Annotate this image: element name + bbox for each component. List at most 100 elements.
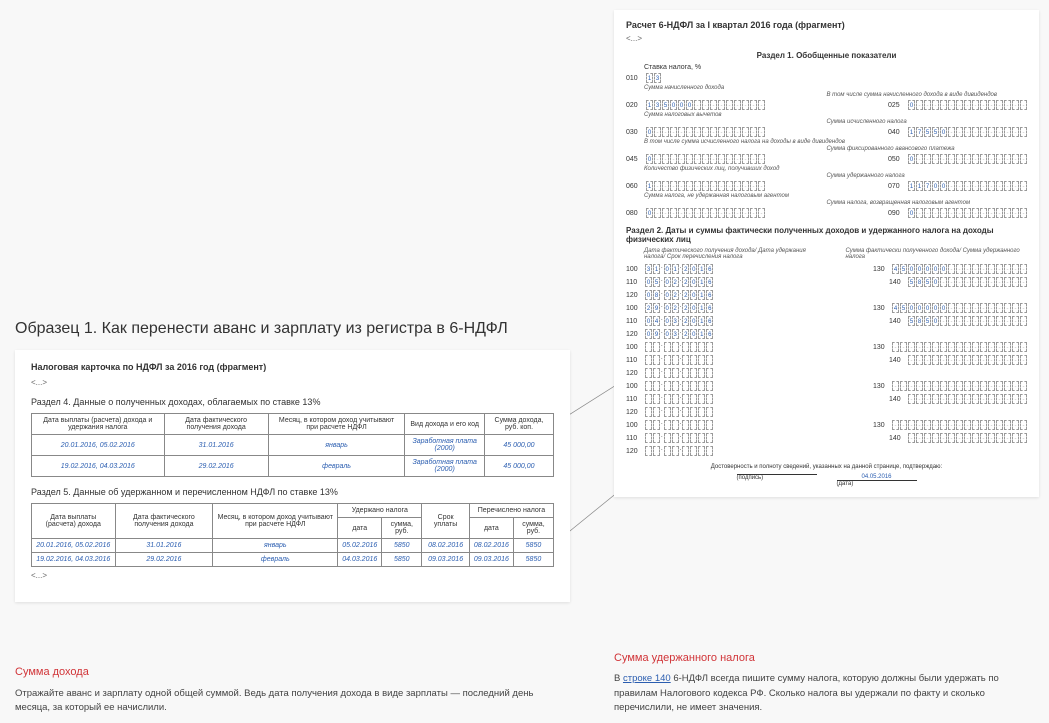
table-header: Срок уплаты (422, 504, 470, 539)
table-header: Дата выплаты (расчета) дохода и удержани… (32, 414, 165, 435)
date-cells: .. (645, 407, 713, 417)
cell-group: --------------- (908, 355, 1027, 365)
date-cells: 29.02.2016 (645, 303, 713, 313)
doc-header: Налоговая карточка по НДФЛ за 2016 год (… (31, 362, 554, 372)
cell-group: 13 (646, 73, 661, 83)
s2-row: 120.. (626, 407, 1027, 417)
s2-head-left: Дата фактического получения дохода/ Дата… (644, 248, 826, 260)
confirm-text: Достоверность и полноту сведений, указан… (626, 464, 1027, 470)
table-header: Перечислено налога (469, 504, 553, 518)
ellipsis: <...> (31, 378, 554, 387)
s2-row: 12009.03.2016 (626, 329, 1027, 339)
cell-group: 1-------------- (646, 181, 765, 191)
table-header: Месяц, в котором доход учитывают при рас… (213, 504, 338, 539)
sign-label-1: (подпись) (737, 475, 817, 481)
form-row-030: 0300--------------04017550---------- (626, 127, 1027, 137)
form-row-080: 0800--------------0900-------------- (626, 208, 1027, 218)
s2-row: 110..140--------------- (626, 433, 1027, 443)
date-cells: 05.02.2016 (645, 277, 713, 287)
s2-row: 100..130----------------- (626, 420, 1027, 430)
date-cells: 09.03.2016 (645, 329, 713, 339)
table-header: Вид дохода и его код (405, 414, 485, 435)
s2-row: 12008.02.2016 (626, 290, 1027, 300)
s2-row: 110..140--------------- (626, 355, 1027, 365)
cell-group: ----------------- (892, 381, 1027, 391)
cell-group: 17550---------- (908, 127, 1027, 137)
s2-row: 100..130----------------- (626, 381, 1027, 391)
date-cells: .. (645, 433, 713, 443)
section5-title: Раздел 5. Данные об удержанном и перечис… (31, 487, 554, 497)
footer-right-text: В строке 140 6-НДФЛ всегда пишите сумму … (614, 672, 1039, 715)
tax-card-box: Налоговая карточка по НДФЛ за 2016 год (… (15, 350, 570, 602)
section4-title: Раздел 4. Данные о полученных доходах, о… (31, 397, 554, 407)
link-line140[interactable]: строке 140 (623, 673, 671, 684)
table-section4: Дата выплаты (расчета) дохода и удержани… (31, 413, 554, 477)
form-section2: Раздел 2. Даты и суммы фактически получе… (626, 226, 1027, 244)
cell-group: 0-------------- (908, 100, 1027, 110)
cell-group: --------------- (908, 433, 1027, 443)
form-row-020: 020135000---------0250-------------- (626, 100, 1027, 110)
cell-group: 0-------------- (908, 208, 1027, 218)
s2-row: 11005.02.20161405850----------- (626, 277, 1027, 287)
cell-group: 5850----------- (908, 316, 1027, 326)
cell-group: 4500000---------- (892, 264, 1027, 274)
footer-left-title: Сумма дохода (15, 664, 570, 681)
table-section5: Дата выплаты (расчета) доходаДата фактич… (31, 503, 554, 567)
table-header: Сумма дохода, руб. коп. (484, 414, 553, 435)
cell-group: ----------------- (892, 420, 1027, 430)
form-row-010: 01013 (626, 73, 1027, 83)
form-row-045: 0450--------------0500-------------- (626, 154, 1027, 164)
cell-group: 135000--------- (646, 100, 765, 110)
date-cells: .. (645, 381, 713, 391)
table-row: 19.02.2016, 04.03.201629.02.2016февральЗ… (32, 456, 554, 477)
footer-right-title: Сумма удержанного налога (614, 650, 1039, 667)
date-cells: 08.02.2016 (645, 290, 713, 300)
cell-group: 5850----------- (908, 277, 1027, 287)
cell-group: --------------- (908, 394, 1027, 404)
ellipsis-bottom: <...> (31, 571, 554, 580)
table-header: Дата выплаты (расчета) дохода (32, 504, 116, 539)
rate-label: Ставка налога, % (644, 64, 1027, 71)
cell-group: 11700---------- (908, 181, 1027, 191)
sign-label-2: (дата) (837, 481, 917, 487)
s2-row: 100..130----------------- (626, 342, 1027, 352)
s2-row: 120.. (626, 446, 1027, 456)
s2-row: 10031.01.20161304500000---------- (626, 264, 1027, 274)
s2-row: 110..140--------------- (626, 394, 1027, 404)
date-cells: .. (645, 446, 713, 456)
cell-group: 0-------------- (646, 208, 765, 218)
table-header: Удержано налога (338, 504, 422, 518)
s2-row: 11004.03.20161405850----------- (626, 316, 1027, 326)
sign-line: (подпись) 04.05.2016 (дата) (626, 474, 1027, 487)
date-cells: .. (645, 342, 713, 352)
cell-group: 0-------------- (908, 154, 1027, 164)
date-cells: .. (645, 355, 713, 365)
main-title: Образец 1. Как перенести аванс и зарплат… (15, 320, 570, 338)
date-cells: 31.01.2016 (645, 264, 713, 274)
table-row: 19.02.2016, 04.03.201629.02.2016февраль0… (32, 553, 554, 567)
footer-left-text: Отражайте аванс и зарплату одной общей с… (15, 687, 570, 716)
s2-row: 10029.02.20161304500000---------- (626, 303, 1027, 313)
table-row: 20.01.2016, 05.02.201631.01.2016январь05… (32, 539, 554, 553)
table-header: Дата фактического получения дохода (164, 414, 268, 435)
cell-group: ----------------- (892, 342, 1027, 352)
form-ellipsis: <...> (626, 34, 1027, 43)
date-cells: 04.03.2016 (645, 316, 713, 326)
table-header: Месяц, в котором доход учитывают при рас… (268, 414, 405, 435)
s2-head-right: Сумма фактически полученного дохода/ Сум… (846, 248, 1028, 260)
left-panel: Образец 1. Как перенести аванс и зарплат… (15, 320, 570, 602)
date-cells: .. (645, 368, 713, 378)
footer-right: Сумма удержанного налога В строке 140 6-… (614, 650, 1039, 715)
form-section1: Раздел 1. Обобщенные показатели (626, 51, 1027, 60)
date-cells: .. (645, 420, 713, 430)
cell-group: 0-------------- (646, 154, 765, 164)
footer-left: Сумма дохода Отражайте аванс и зарплату … (15, 664, 570, 715)
table-header: Дата фактического получения дохода (115, 504, 213, 539)
date-cells: .. (645, 394, 713, 404)
table-row: 20.01.2016, 05.02.201631.01.2016январьЗа… (32, 435, 554, 456)
right-panel: Расчет 6-НДФЛ за I квартал 2016 года (фр… (614, 10, 1039, 497)
form-title: Расчет 6-НДФЛ за I квартал 2016 года (фр… (626, 20, 1027, 30)
form-row-060: 0601--------------07011700---------- (626, 181, 1027, 191)
cell-group: 4500000---------- (892, 303, 1027, 313)
sign-date: 04.05.2016 (837, 474, 917, 481)
